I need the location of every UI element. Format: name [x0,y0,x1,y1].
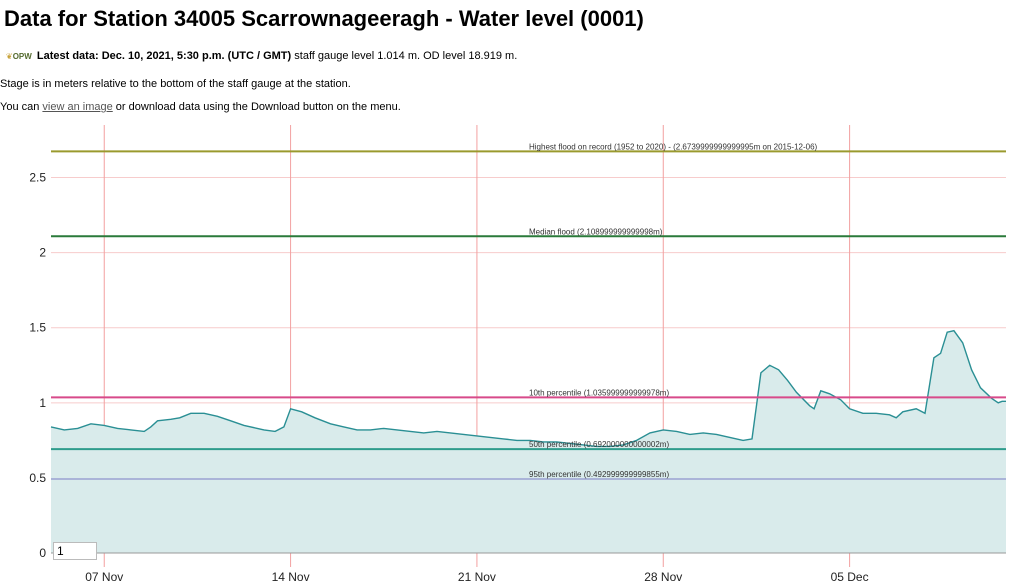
y-tick-label: 1.5 [29,321,46,335]
y-tick-label: 2 [39,246,46,260]
water-level-area [51,330,1006,553]
axes: 0 0.5 1 1.5 2 2.5 07 Nov 14 Nov 21 Nov 28 Nov 05 D… [29,171,1006,584]
view-image-link[interactable]: view an image [42,101,113,113]
y-tick-label: 0 [39,546,46,560]
y-tick-label: 1 [39,396,46,410]
x-tick-label: 21 Nov [458,570,496,584]
download-note: You can view an image or download data u… [0,101,401,113]
x-tick-label: 05 Dec [831,570,869,584]
threshold-label: Highest flood on record (1952 to 2020) -… [529,142,818,151]
range-selector-input[interactable] [53,542,97,560]
threshold-label: 10th percentile (1.035999999999978m) [529,388,669,397]
water-level-line [50,329,1006,448]
series-area [50,329,1006,553]
page-title: Data for Station 34005 Scarrownageeragh … [4,6,644,31]
latest-data-line: ❦OPW Latest data: Dec. 10, 2021, 5:30 p.… [6,50,517,62]
threshold-label: 50th percentile (0.692000000000002m) [529,440,669,449]
threshold-label: Median flood (2.108999999999998m) [529,227,663,236]
opw-logo-icon: ❦OPW [6,52,32,61]
stage-note: Stage is in meters relative to the botto… [0,78,351,90]
threshold-label: 95th percentile (0.492999999999855m) [529,470,669,479]
latest-data-time: Dec. 10, 2021, 5:30 p.m. (UTC / GMT) [101,50,292,62]
latest-data-values: staff gauge level 1.014 m. OD level 18.9… [294,50,518,62]
latest-data-label: Latest data: [36,50,99,62]
x-tick-label: 07 Nov [85,570,123,584]
y-tick-label: 2.5 [29,171,46,185]
x-tick-label: 28 Nov [644,570,682,584]
y-tick-label: 0.5 [29,471,46,485]
threshold-lines: Highest flood on record (1952 to 2020) -… [51,142,1006,480]
x-tick-label: 14 Nov [272,570,310,584]
